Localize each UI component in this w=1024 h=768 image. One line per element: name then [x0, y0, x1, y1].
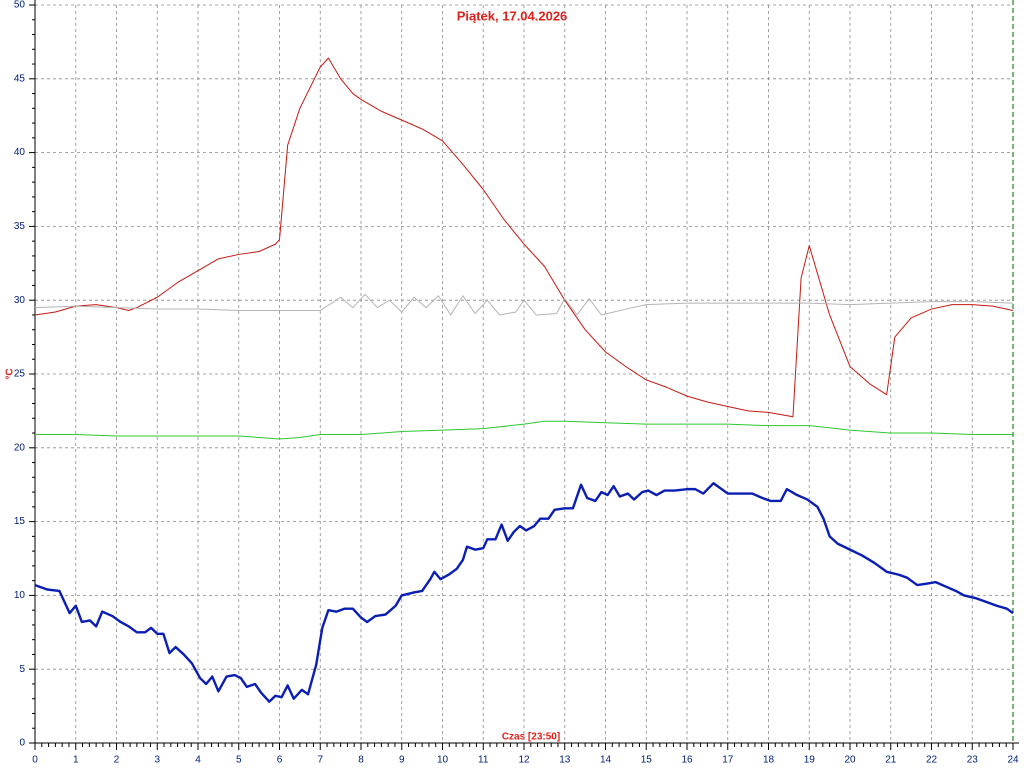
series-line: [34, 482, 1014, 703]
x-tick-label: 20: [844, 755, 856, 766]
y-tick-label: 5: [19, 664, 25, 675]
x-tick-label: 1: [73, 755, 79, 766]
y-tick-label: 35: [14, 221, 26, 232]
x-tick-label: 3: [154, 755, 160, 766]
x-tick-label: 15: [641, 755, 653, 766]
x-tick-label: 21: [885, 755, 897, 766]
x-tick-label: 0: [32, 755, 38, 766]
x-tick-label: 10: [437, 755, 449, 766]
y-tick-label: 20: [14, 442, 26, 453]
series-line: [34, 293, 1014, 316]
y-tick-label: 15: [14, 516, 26, 527]
y-tick-label: 25: [14, 369, 26, 380]
x-tick-label: 24: [1007, 755, 1019, 766]
y-tick-label: 0: [19, 738, 25, 749]
y-tick-label: 50: [14, 0, 26, 11]
y-tick-label: 45: [14, 73, 26, 84]
x-tick-label: 19: [804, 755, 816, 766]
x-tick-label: 9: [399, 755, 405, 766]
series-line: [35, 420, 1013, 440]
x-tick-label: 12: [518, 755, 530, 766]
x-tick-label: 16: [681, 755, 693, 766]
x-tick-label: 18: [763, 755, 775, 766]
y-tick-label: 40: [14, 147, 26, 158]
x-tick-label: 14: [600, 755, 612, 766]
x-tick-label: 4: [195, 755, 201, 766]
y-tick-label: 10: [14, 590, 26, 601]
x-tick-label: 13: [559, 755, 571, 766]
x-tick-label: 7: [317, 755, 323, 766]
x-tick-label: 6: [277, 755, 283, 766]
x-tick-label: 8: [358, 755, 364, 766]
series-line: [34, 57, 1014, 418]
x-tick-label: 23: [967, 755, 979, 766]
x-tick-label: 11: [478, 755, 489, 766]
x-tick-label: 2: [114, 755, 120, 766]
y-axis-label: °C: [5, 368, 16, 379]
x-tick-label: 22: [926, 755, 938, 766]
chart-title: Piątek, 17.04.2026: [457, 8, 568, 23]
x-tick-label: 5: [236, 755, 242, 766]
x-axis-label: Czas [23:50]: [502, 732, 560, 743]
y-tick-label: 30: [14, 295, 26, 306]
x-tick-label: 17: [722, 755, 734, 766]
